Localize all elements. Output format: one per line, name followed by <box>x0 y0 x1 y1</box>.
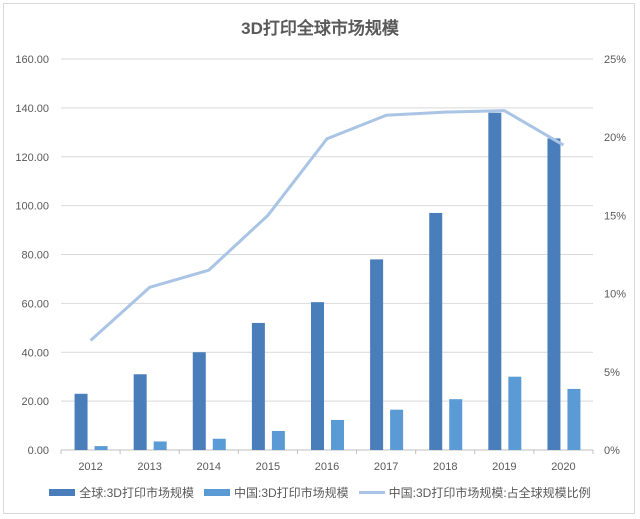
y-right-tick-label: 15% <box>604 210 626 222</box>
x-tick-label: 2013 <box>137 461 161 473</box>
y-right-tick-label: 0% <box>604 445 620 457</box>
bar-china <box>449 399 463 450</box>
legend-label-china: 中国:3D打印市场规模 <box>233 486 349 500</box>
bar-global <box>251 322 265 450</box>
y-left-tick-label: 160.00 <box>15 54 49 66</box>
chart-legend: 全球:3D打印市场规模 中国:3D打印市场规模 中国:3D打印市场规模:占全球规… <box>0 484 640 501</box>
x-tick-label: 2018 <box>433 461 457 473</box>
bar-china <box>567 388 581 450</box>
line-china-ratio <box>89 109 565 342</box>
bar-china <box>331 419 344 450</box>
bar-global <box>370 259 384 450</box>
y-left-tick-label: 100.00 <box>15 201 49 213</box>
legend-item-global: 全球:3D打印市场规模 <box>49 484 194 501</box>
bar-china <box>94 446 108 450</box>
y-right-tick-label: 20% <box>604 132 626 144</box>
legend-label-global: 全球:3D打印市场规模 <box>79 486 194 500</box>
bar-global <box>488 112 502 450</box>
legend-item-china: 中国:3D打印市场规模 <box>203 484 349 501</box>
x-tick-label: 2017 <box>374 461 398 473</box>
bar-global <box>547 138 561 450</box>
x-tick-label: 2016 <box>315 461 339 473</box>
bar-china <box>153 441 167 450</box>
legend-item-ratio: 中国:3D打印市场规模:占全球规模比例 <box>358 484 591 501</box>
y-left-tick-label: 20.00 <box>21 396 49 408</box>
bar-china <box>390 409 404 450</box>
bar-global <box>74 393 88 450</box>
x-tick-label: 2014 <box>197 461 221 473</box>
y-left-tick-label: 80.00 <box>21 250 49 262</box>
bar-global <box>311 302 324 450</box>
y-left-tick-label: 0.00 <box>28 445 49 457</box>
bar-global <box>192 352 206 450</box>
legend-label-ratio: 中国:3D打印市场规模:占全球规模比例 <box>388 486 591 500</box>
bar-china <box>271 430 285 450</box>
x-tick-label: 2020 <box>551 461 575 473</box>
chart-title: 3D打印全球市场规模 <box>241 19 399 38</box>
bar-china <box>212 438 226 450</box>
legend-swatch-global <box>49 489 76 496</box>
y-right-tick-label: 25% <box>604 54 626 66</box>
legend-swatch-ratio <box>358 491 385 494</box>
x-tick-label: 2012 <box>78 461 102 473</box>
legend-swatch-china <box>203 489 230 496</box>
bar-global <box>133 374 147 450</box>
bar-global <box>429 212 443 450</box>
x-tick-label: 2015 <box>256 461 280 473</box>
bar-china <box>508 376 522 450</box>
y-left-tick-label: 40.00 <box>21 347 49 359</box>
x-tick-label: 2019 <box>492 461 516 473</box>
y-right-tick-label: 10% <box>604 289 626 301</box>
y-left-tick-label: 120.00 <box>15 152 49 164</box>
y-left-tick-label: 140.00 <box>15 103 49 115</box>
y-left-tick-label: 60.00 <box>21 298 49 310</box>
y-right-tick-label: 5% <box>604 367 620 379</box>
